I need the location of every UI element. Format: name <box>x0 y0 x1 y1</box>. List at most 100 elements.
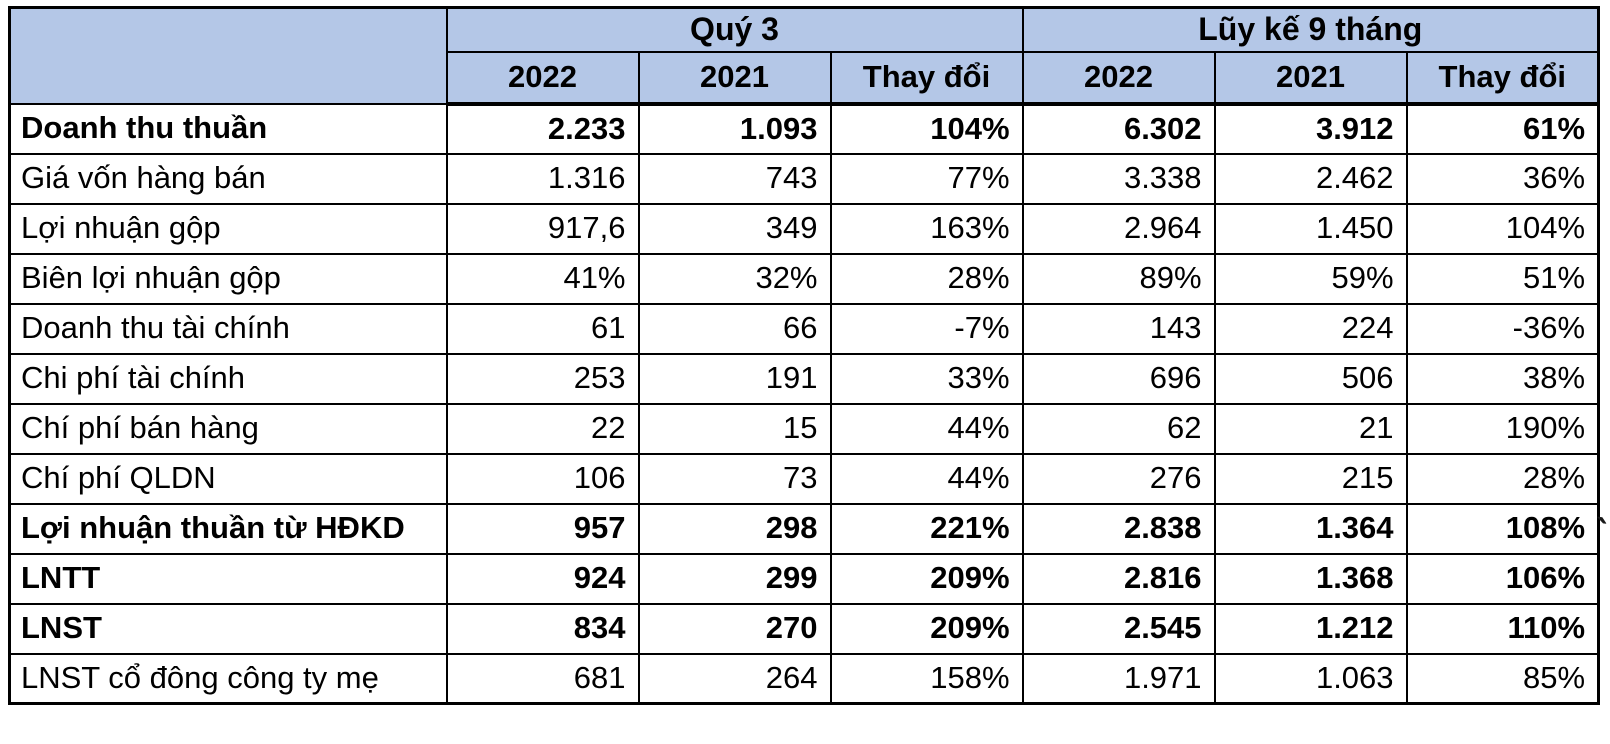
cell-value: 215 <box>1213 452 1408 505</box>
cell-value: 61 <box>445 302 640 355</box>
header-col-9m-2022: 2022 <box>1021 50 1216 106</box>
cell-value: 73 <box>637 452 832 505</box>
cell-value: 22 <box>445 402 640 455</box>
cell-value: 44% <box>829 452 1024 505</box>
header-group-row: Quý 3 Lũy kế 9 tháng <box>8 6 1600 105</box>
cell-value: -7% <box>829 302 1024 355</box>
header-col-9m-2021: 2021 <box>1213 50 1408 106</box>
cell-value: 2.838 <box>1021 502 1216 555</box>
cell-value: 104% <box>1405 202 1600 255</box>
header-group-q3: Quý 3 <box>445 6 1024 53</box>
cell-value: 276 <box>1021 452 1216 505</box>
row-label: Doanh thu thuần <box>8 102 448 155</box>
cell-value: 349 <box>637 202 832 255</box>
cell-value: 957 <box>445 502 640 555</box>
cell-value: 221% <box>829 502 1024 555</box>
cell-value: 33% <box>829 352 1024 405</box>
cell-value: 299 <box>637 552 832 605</box>
row-label: Chí phí bán hàng <box>8 402 448 455</box>
cell-value: 15 <box>637 402 832 455</box>
cell-value: 62 <box>1021 402 1216 455</box>
cell-value: 89% <box>1021 252 1216 305</box>
row-label: Chí phí QLDN <box>8 452 448 505</box>
cell-value: 743 <box>637 152 832 205</box>
cell-value: 6.302 <box>1021 102 1216 155</box>
table-row: Chí phí QLDN 106 73 44% 276 215 28% <box>8 452 1600 505</box>
header-col-q3-2021: 2021 <box>637 50 832 106</box>
cell-value: 2.816 <box>1021 552 1216 605</box>
cell-value: 190% <box>1405 402 1600 455</box>
table-row: Chí phí bán hàng 22 15 44% 62 21 190% <box>8 402 1600 455</box>
table-row: Chi phí tài chính 253 191 33% 696 506 38% <box>8 352 1600 405</box>
row-label: LNST cổ đông công ty mẹ <box>8 652 448 705</box>
cell-value: 3.912 <box>1213 102 1408 155</box>
cell-value: 224 <box>1213 302 1408 355</box>
cell-value: 106 <box>445 452 640 505</box>
cell-value: 2.233 <box>445 102 640 155</box>
cell-value: 270 <box>637 602 832 655</box>
cell-value: 834 <box>445 602 640 655</box>
header-col-9m-change: Thay đổi <box>1405 50 1600 106</box>
table-body: Doanh thu thuần 2.233 1.093 104% 6.302 3.912 6… <box>8 102 1600 705</box>
cell-value: 77% <box>829 152 1024 205</box>
cell-value: 66 <box>637 302 832 355</box>
header-group-9-months: Lũy kế 9 tháng <box>1021 6 1600 53</box>
cell-value: 2.964 <box>1021 202 1216 255</box>
cell-value: 1.063 <box>1213 652 1408 705</box>
cell-value: 1.368 <box>1213 552 1408 605</box>
row-label: Chi phí tài chính <box>8 352 448 405</box>
cell-value: 106% <box>1405 552 1600 605</box>
cell-value: 209% <box>829 552 1024 605</box>
row-label: Giá vốn hàng bán <box>8 152 448 205</box>
cell-value: 1.364 <box>1213 502 1408 555</box>
cell-value: 41% <box>445 252 640 305</box>
cell-value: 1.093 <box>637 102 832 155</box>
cell-value: 28% <box>829 252 1024 305</box>
cell-value: 209% <box>829 602 1024 655</box>
table-row: Giá vốn hàng bán 1.316 743 77% 3.338 2.462 36% <box>8 152 1600 205</box>
cell-value: 506 <box>1213 352 1408 405</box>
cell-value: 36% <box>1405 152 1600 205</box>
row-label: Lợi nhuận thuần từ HĐKD <box>8 502 448 555</box>
table-row: LNST 834 270 209% 2.545 1.212 110% <box>8 602 1600 655</box>
row-label: LNTT <box>8 552 448 605</box>
cell-value: 163% <box>829 202 1024 255</box>
cell-value: -36% <box>1405 302 1600 355</box>
table-row: LNTT 924 299 209% 2.816 1.368 106% <box>8 552 1600 605</box>
table-row: Biên lợi nhuận gộp 41% 32% 28% 89% 59% 51% <box>8 252 1600 305</box>
header-column-row: 2022 2021 Thay đổi 2022 2021 Thay đổi <box>10 50 1600 106</box>
row-label: Biên lợi nhuận gộp <box>8 252 448 305</box>
cell-value: 3.338 <box>1021 152 1216 205</box>
cell-value: 44% <box>829 402 1024 455</box>
cell-value: 104% <box>829 102 1024 155</box>
financial-results-table: Quý 3 Lũy kế 9 tháng 2022 2021 Thay đổi … <box>8 6 1601 705</box>
cell-value: 696 <box>1021 352 1216 405</box>
row-label: Lợi nhuận gộp <box>8 202 448 255</box>
header-col-q3-2022: 2022 <box>445 50 640 106</box>
cell-value: 61% <box>1405 102 1600 155</box>
table-row: Doanh thu tài chính 61 66 -7% 143 224 -36% <box>8 302 1600 355</box>
cell-value: 143 <box>1021 302 1216 355</box>
cell-value: 1.971 <box>1021 652 1216 705</box>
cell-value: 32% <box>637 252 832 305</box>
cell-value: 191 <box>637 352 832 405</box>
cell-value: 108% <box>1405 502 1600 555</box>
cell-value: 681 <box>445 652 640 705</box>
row-label: LNST <box>8 602 448 655</box>
cell-value: 158% <box>829 652 1024 705</box>
cell-value: 264 <box>637 652 832 705</box>
table-row: Lợi nhuận thuần từ HĐKD 957 298 221% 2.838 1.… <box>8 502 1600 555</box>
cell-value: 21 <box>1213 402 1408 455</box>
cell-value: 59% <box>1213 252 1408 305</box>
table-row: Lợi nhuận gộp 917,6 349 163% 2.964 1.450 104% <box>8 202 1600 255</box>
table-row: Doanh thu thuần 2.233 1.093 104% 6.302 3.912 6… <box>8 102 1600 155</box>
row-label: Doanh thu tài chính <box>8 302 448 355</box>
cell-value: 85% <box>1405 652 1600 705</box>
cell-value: 28% <box>1405 452 1600 505</box>
cell-value: 38% <box>1405 352 1600 405</box>
header-col-q3-change: Thay đổi <box>829 50 1024 106</box>
table-row: LNST cổ đông công ty mẹ 681 264 158% 1.971 1.… <box>8 652 1600 705</box>
cell-value: 253 <box>445 352 640 405</box>
cell-value: 1.212 <box>1213 602 1408 655</box>
cell-value: 924 <box>445 552 640 605</box>
